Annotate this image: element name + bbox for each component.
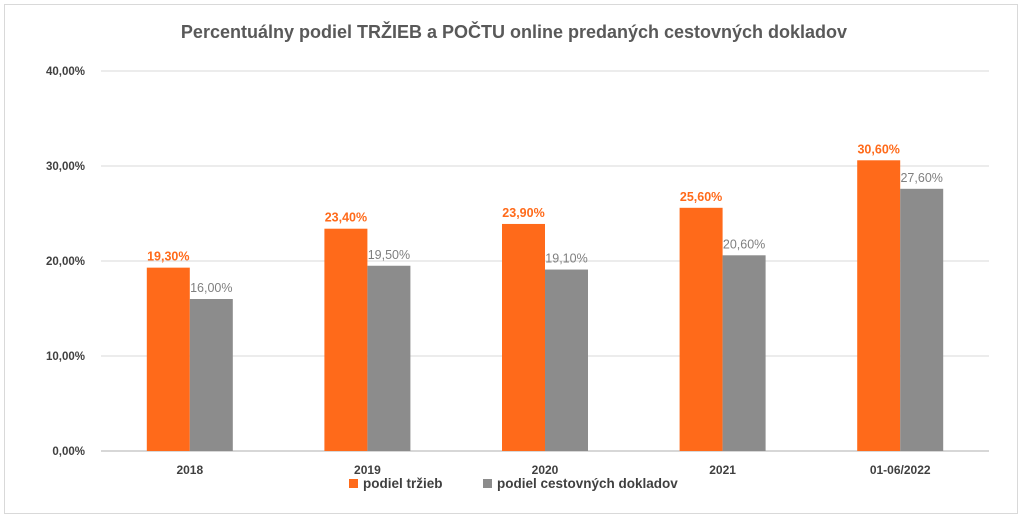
x-axis-ticks: 2018 2019 2020 2021 01-06/2022	[176, 463, 930, 477]
data-label: 25,60%	[680, 190, 722, 204]
data-label: 30,60%	[857, 142, 899, 156]
legend: podiel tržieb podiel cestovných dokladov	[349, 476, 678, 491]
data-label: 19,30%	[147, 250, 189, 264]
x-tick-label: 2021	[709, 463, 736, 477]
y-tick-label: 40,00%	[46, 66, 85, 78]
y-axis-ticks: 0,00% 10,00% 20,00% 30,00% 40,00%	[46, 66, 85, 458]
bar	[324, 228, 368, 451]
data-label: 19,50%	[368, 248, 410, 262]
data-label: 27,60%	[900, 171, 942, 185]
bars	[146, 160, 944, 452]
data-label: 23,40%	[325, 211, 367, 225]
bar	[857, 160, 901, 452]
bar-chart: Percentuálny podiel TRŽIEB a POČTU onlin…	[46, 21, 989, 491]
bar	[367, 265, 411, 451]
chart-frame: Percentuálny podiel TRŽIEB a POČTU onlin…	[4, 4, 1018, 514]
legend-label: podiel cestovných dokladov	[497, 476, 678, 491]
x-tick-label: 2018	[176, 463, 203, 477]
bar	[722, 255, 766, 451]
x-tick-label: 2020	[532, 463, 559, 477]
data-label: 16,00%	[190, 281, 232, 295]
y-tick-label: 30,00%	[46, 161, 85, 173]
x-tick-label: 2019	[354, 463, 381, 477]
data-label: 19,10%	[545, 252, 587, 266]
y-tick-label: 20,00%	[46, 256, 85, 268]
data-label: 23,90%	[502, 206, 544, 220]
bar	[146, 267, 190, 451]
y-tick-label: 0,00%	[52, 446, 85, 458]
legend-label: podiel tržieb	[363, 476, 443, 491]
bar	[189, 299, 233, 451]
data-labels: 19,30% 23,40% 23,90% 25,60% 30,60% 16,00% 19,5…	[147, 142, 943, 295]
bar	[900, 188, 944, 452]
chart-title: Percentuálny podiel TRŽIEB a POČTU onlin…	[181, 21, 847, 42]
data-label: 20,60%	[723, 237, 765, 251]
x-tick-label: 01-06/2022	[870, 463, 931, 477]
bar	[545, 269, 588, 451]
y-tick-label: 10,00%	[46, 351, 85, 363]
legend-swatch	[349, 479, 358, 488]
legend-swatch	[483, 479, 492, 488]
bar	[502, 223, 545, 451]
bar	[679, 207, 723, 451]
